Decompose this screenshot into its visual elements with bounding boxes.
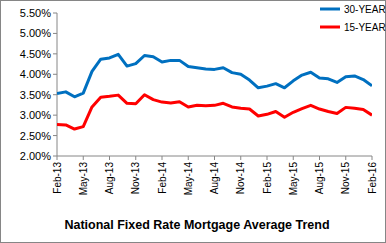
y-tick [53, 156, 57, 157]
y-tick-label: 2.50% [20, 130, 51, 142]
x-tick [135, 156, 136, 160]
x-tick [293, 156, 294, 160]
y-tick [53, 74, 57, 75]
y-tick [53, 13, 57, 14]
x-tick-label: Nov-13 [130, 162, 141, 195]
legend-swatch [320, 26, 340, 29]
chart: 2.00% 2.50% 3.00% 3.50% 4.00% 4.50% 5.00% 5.50%… [0, 0, 386, 243]
y-tick-label: 5.00% [20, 27, 51, 39]
y-tick [53, 33, 57, 34]
x-tick-label: May-15 [288, 162, 299, 196]
x-tick [214, 156, 215, 160]
x-tick [162, 156, 163, 160]
series-line [57, 54, 372, 96]
y-tick-label: 4.00% [20, 68, 51, 80]
y-tick-label: 5.50% [20, 7, 51, 19]
y-tick [53, 94, 57, 95]
y-tick-label: 3.00% [20, 109, 51, 121]
x-tick [345, 156, 346, 160]
chart-title: National Fixed Rate Mortgage Average Tre… [64, 218, 329, 232]
x-tick [240, 156, 241, 160]
x-tick-label: Nov-15 [340, 162, 351, 195]
x-tick [109, 156, 110, 160]
series-line [57, 95, 372, 129]
legend-swatch [320, 8, 340, 11]
x-tick-label: Feb-15 [262, 162, 273, 194]
x-tick-label: Feb-16 [367, 162, 378, 194]
x-tick-label: Feb-14 [157, 162, 168, 194]
y-tick-label: 2.00% [20, 150, 51, 162]
x-tick [57, 156, 58, 160]
x-tick-label: Aug-15 [314, 162, 325, 195]
y-tick-label: 4.50% [20, 48, 51, 60]
x-tick-label: Aug-13 [104, 162, 115, 195]
x-tick-label: May-13 [78, 162, 89, 196]
x-tick [83, 156, 84, 160]
y-tick [53, 135, 57, 136]
y-axis [57, 13, 58, 156]
x-tick-label: May-14 [183, 162, 194, 196]
x-tick-label: Aug-14 [209, 162, 220, 195]
series-group [57, 54, 372, 129]
x-tick [372, 156, 373, 160]
legend-label: 30-YEAR [344, 4, 386, 15]
y-tick-label: 3.50% [20, 89, 51, 101]
chart-border [1, 1, 386, 243]
x-tick-label: Nov-14 [235, 162, 246, 195]
x-tick-label: Feb-13 [52, 162, 63, 194]
legend-label: 15-YEAR [344, 22, 386, 33]
x-tick [319, 156, 320, 160]
x-tick [267, 156, 268, 160]
y-tick [53, 115, 57, 116]
y-tick [53, 53, 57, 54]
x-tick [188, 156, 189, 160]
